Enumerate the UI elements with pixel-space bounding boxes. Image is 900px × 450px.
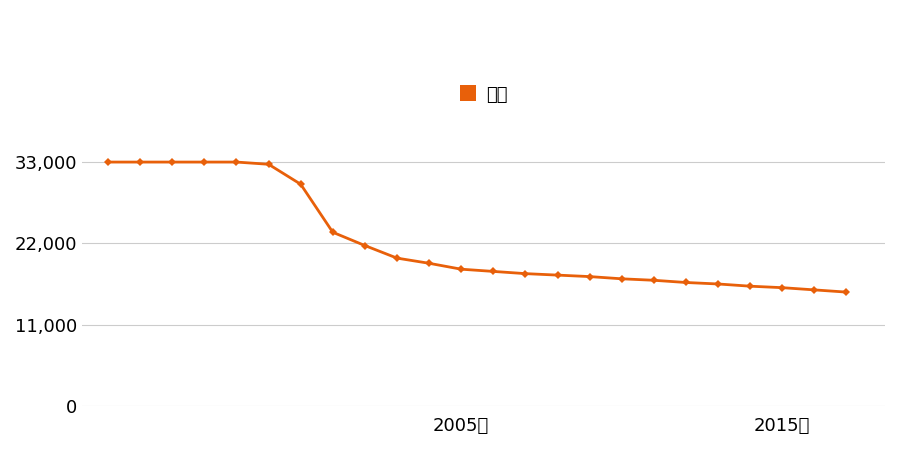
価格 [199, 159, 210, 165]
価格 [295, 181, 306, 187]
価格 [263, 162, 274, 167]
価格 [616, 276, 627, 282]
価格 [680, 280, 691, 285]
価格 [328, 230, 338, 235]
Line: 価格: 価格 [105, 159, 850, 295]
価格 [713, 281, 724, 287]
価格 [455, 266, 466, 272]
価格 [359, 243, 370, 248]
価格 [842, 289, 852, 295]
価格 [424, 261, 435, 266]
価格 [135, 159, 146, 165]
価格 [166, 159, 177, 165]
価格 [809, 287, 820, 292]
価格 [745, 284, 756, 289]
価格 [488, 269, 499, 274]
価格 [584, 274, 595, 279]
価格 [231, 159, 242, 165]
価格 [520, 271, 531, 276]
価格 [392, 256, 402, 261]
価格 [777, 285, 788, 290]
価格 [103, 159, 113, 165]
価格 [552, 272, 562, 278]
価格 [648, 278, 659, 283]
Legend: 価格: 価格 [459, 86, 508, 104]
